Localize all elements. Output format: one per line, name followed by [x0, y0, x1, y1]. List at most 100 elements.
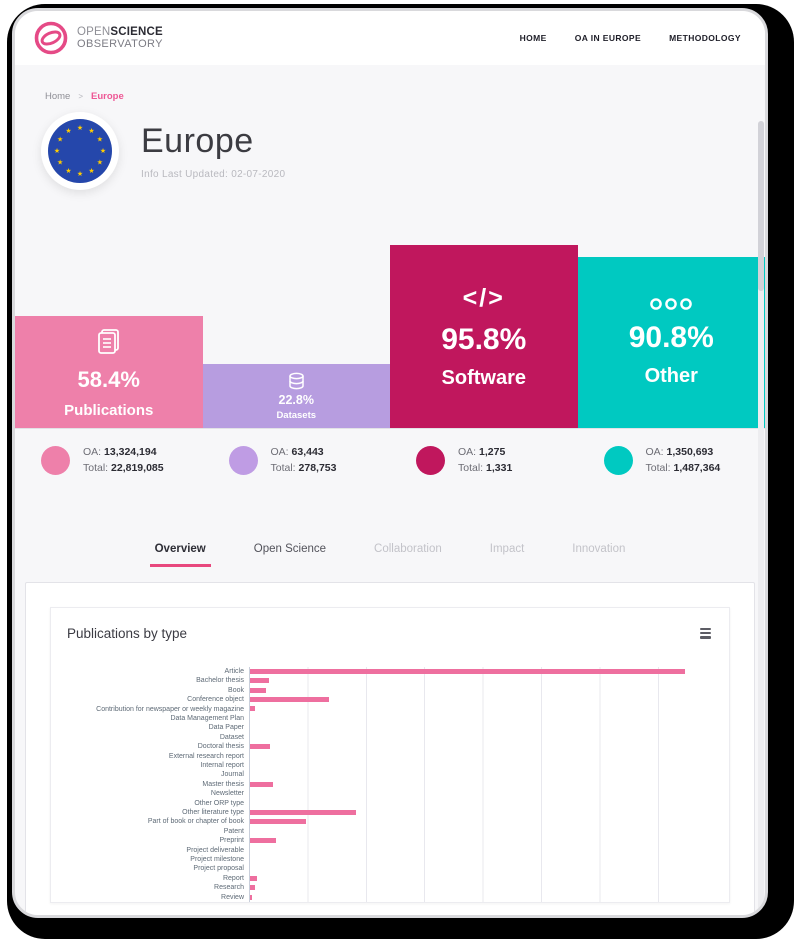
chart-bar-track [249, 807, 713, 818]
chart-category-label: External research report [168, 752, 244, 760]
chart-bar-track [249, 845, 713, 855]
site-logo[interactable]: OPENSCIENCE OBSERVATORY [33, 20, 163, 56]
section-tabs: Overview Open Science Collaboration Impa… [15, 543, 765, 567]
chart-bar[interactable] [250, 894, 252, 900]
database-icon [289, 372, 304, 389]
legend-swatch-other [603, 446, 633, 476]
chart-bar[interactable] [250, 885, 256, 891]
chart-bar[interactable] [250, 678, 269, 684]
chart-bar[interactable] [250, 838, 276, 844]
chart-bar[interactable] [250, 706, 256, 712]
chart-category-label: Report [222, 874, 244, 882]
chart-bar-track [249, 685, 713, 695]
stat-label: Publications [64, 401, 154, 419]
chart-category-label: Other ORP type [194, 799, 244, 807]
chart-row: Data Management Plan [67, 713, 713, 724]
chart-category-label: Patent [223, 827, 244, 835]
documents-icon [97, 328, 119, 354]
breadcrumb-current: Europe [91, 91, 124, 102]
chart-bar[interactable] [250, 819, 307, 825]
chart-bar[interactable] [250, 875, 257, 881]
stat-percent: 90.8% [628, 321, 714, 354]
chart-bar-track [249, 779, 713, 789]
stat-percent: 58.4% [77, 366, 140, 392]
chart-bar-track [249, 666, 713, 677]
nav-methodology[interactable]: METHODOLOGY [669, 33, 741, 43]
stat-card-publications[interactable]: 58.4% Publications [15, 316, 203, 428]
publications-bar-chart: Article Bachelor thesis Book Conference obj… [67, 666, 713, 902]
oa-count: 1,275 [479, 446, 506, 458]
chart-category-label: Dataset [219, 733, 244, 741]
chart-row: Project proposal [67, 864, 713, 874]
scrollbar-thumb[interactable] [758, 121, 764, 291]
chart-bar-track [249, 770, 713, 780]
chart-row: Dataset [67, 732, 713, 742]
chart-category-label: Research [214, 884, 244, 892]
stat-label: Datasets [276, 409, 317, 421]
stat-card-other[interactable]: 90.8% Other [577, 257, 765, 428]
chart-category-label: Preprint [219, 837, 244, 845]
chart-row: Newsletter [67, 788, 713, 799]
chart-bar[interactable] [250, 744, 271, 750]
chart-category-label: Data Management Plan [170, 714, 244, 722]
chart-row: Contribution for newspaper or weekly mag… [67, 704, 713, 714]
stat-label: Software [441, 366, 526, 389]
chart-category-label: Doctoral thesis [197, 743, 244, 751]
oa-count: 13,324,194 [104, 446, 157, 458]
tab-overview[interactable]: Overview [149, 543, 211, 567]
chart-bar[interactable] [250, 668, 686, 674]
chart-bar[interactable] [250, 697, 329, 703]
legend-swatch-software [416, 446, 445, 476]
chart-category-label: Article [224, 667, 244, 675]
chart-category-label: Bachelor thesis [196, 677, 244, 685]
breadcrumb-home[interactable]: Home [45, 91, 71, 102]
chart-bar-track [249, 892, 713, 902]
chart-bar[interactable] [250, 809, 357, 815]
chart-row: Other ORP type [67, 798, 713, 808]
stat-card-datasets[interactable]: 22.8% Datasets [202, 364, 390, 428]
stat-percent: 95.8% [441, 322, 527, 356]
chart-bar[interactable] [250, 781, 273, 787]
stat-card-software[interactable]: </> 95.8% Software [390, 245, 578, 428]
chart-category-label: Newsletter [210, 790, 244, 798]
app-window: OPENSCIENCE OBSERVATORY HOME OA IN EUROP… [12, 8, 768, 918]
chart-bar-track [249, 873, 713, 884]
chart-category-label: Data Paper [208, 724, 244, 732]
chart-bar-track [249, 676, 713, 686]
oa-count: 63,443 [291, 446, 324, 458]
device-frame: OPENSCIENCE OBSERVATORY HOME OA IN EUROP… [7, 4, 794, 939]
chart-row: Research [67, 883, 713, 893]
chart-category-label: Internal report [200, 761, 244, 769]
tab-open-science[interactable]: Open Science [253, 542, 327, 555]
chart-row: Project deliverable [67, 845, 713, 855]
chart-bar-track [249, 826, 713, 836]
chart-row: Project milestone [67, 854, 713, 865]
nav-home[interactable]: HOME [519, 33, 547, 43]
chart-bar-track [249, 760, 713, 771]
main-nav: HOME OA IN EUROPE METHODOLOGY [520, 33, 741, 43]
chart-bar-track [249, 883, 713, 893]
tab-collaboration[interactable]: Collaboration [374, 542, 442, 555]
chart-category-label: Project proposal [193, 865, 244, 873]
chart-row: Conference object [67, 694, 713, 705]
chart-title: Publications by type [67, 625, 188, 641]
total-count: 278,753 [298, 461, 337, 474]
nav-oa-in-europe[interactable]: OA IN EUROPE [574, 33, 642, 43]
chart-bar[interactable] [250, 687, 267, 693]
chart-row: Review [67, 892, 713, 902]
chart-bar-track [249, 788, 713, 799]
circles-icon [650, 298, 693, 310]
chart-bar-track [249, 751, 713, 761]
hamburger-menu-icon[interactable] [698, 626, 713, 641]
oa-count: 1,350,693 [666, 446, 714, 458]
page-title: Europe [141, 122, 254, 160]
chart-category-label: Master thesis [202, 780, 244, 788]
chart-bar-track [249, 854, 713, 865]
chart-category-label: Contribution for newspaper or weekly mag… [96, 705, 244, 713]
tab-impact[interactable]: Impact [489, 542, 525, 555]
chart-row: Part of book or chapter of book [67, 817, 713, 827]
scrollbar[interactable] [758, 121, 764, 913]
tab-innovation[interactable]: Innovation [572, 542, 626, 555]
last-updated-label: Info Last Updated: 02-07-2020 [141, 169, 286, 180]
chart-category-label: Review [221, 893, 244, 901]
